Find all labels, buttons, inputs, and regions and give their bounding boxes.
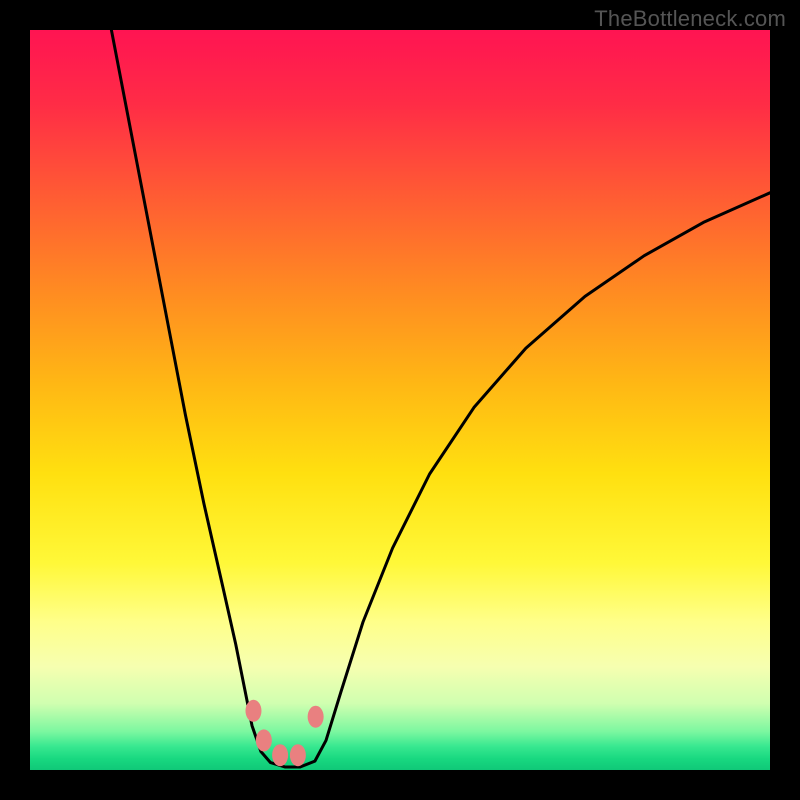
- marker-1: [256, 729, 272, 751]
- marker-4: [308, 706, 324, 728]
- gradient-background: [30, 30, 770, 770]
- marker-3: [290, 744, 306, 766]
- chart-svg: [30, 30, 770, 770]
- plot-area: [30, 30, 770, 770]
- chart-frame: TheBottleneck.com: [0, 0, 800, 800]
- watermark-text: TheBottleneck.com: [594, 6, 786, 32]
- marker-0: [245, 700, 261, 722]
- marker-2: [272, 744, 288, 766]
